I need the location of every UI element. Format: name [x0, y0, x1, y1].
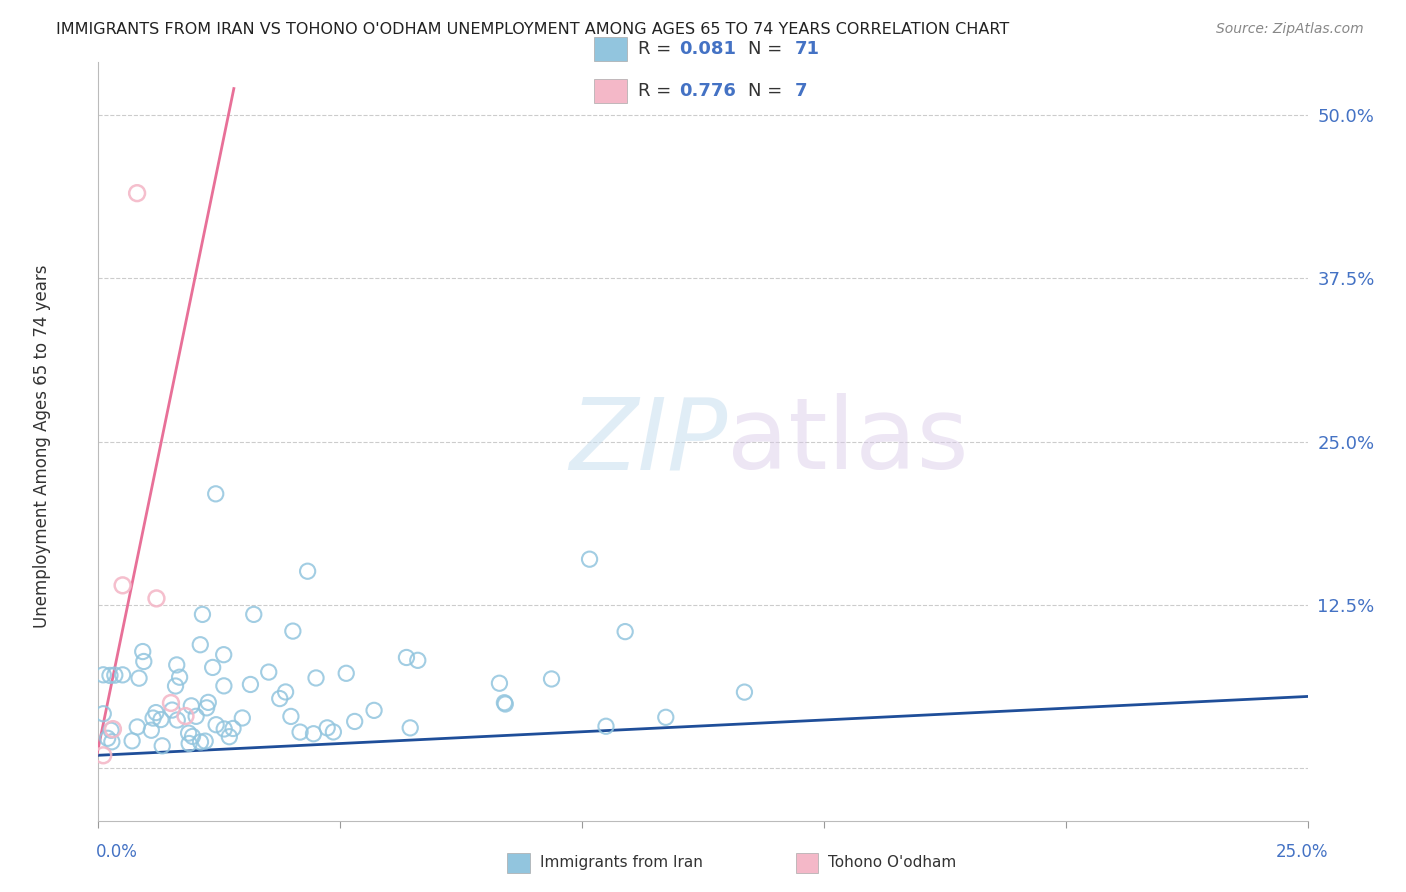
Text: N =: N = [748, 82, 787, 100]
Point [141, 723, 163, 738]
Text: Unemployment Among Ages 65 to 74 years: Unemployment Among Ages 65 to 74 years [34, 264, 51, 628]
Text: 25.0%: 25.0% [1277, 843, 1329, 861]
Point [288, 725, 311, 739]
Point [316, 721, 339, 735]
Point [128, 671, 150, 685]
Point [274, 685, 297, 699]
Bar [595, 79, 627, 103]
Point [184, 709, 207, 723]
Point [149, 713, 172, 727]
Point [201, 660, 224, 674]
Text: Immigrants from Iran: Immigrants from Iran [540, 855, 703, 870]
Point [101, 735, 124, 749]
Point [180, 698, 202, 713]
Point [595, 719, 617, 733]
Point [127, 186, 149, 201]
Point [190, 735, 212, 749]
Text: Tohono O'odham: Tohono O'odham [828, 855, 956, 870]
Point [733, 685, 755, 699]
Point [488, 676, 510, 690]
Point [302, 727, 325, 741]
Point [257, 665, 280, 679]
Point [191, 607, 214, 622]
Point [179, 737, 201, 751]
Point [181, 730, 204, 744]
Point [212, 648, 235, 662]
Point [111, 578, 134, 592]
Point [160, 703, 183, 717]
Bar [796, 854, 818, 873]
Point [145, 706, 167, 720]
Point [97, 731, 120, 746]
Point [127, 720, 149, 734]
Point [132, 644, 155, 658]
Text: R =: R = [638, 40, 678, 58]
Point [121, 734, 143, 748]
Point [395, 650, 418, 665]
Point [177, 726, 200, 740]
Point [205, 717, 228, 731]
Point [142, 711, 165, 725]
Point [188, 638, 211, 652]
Point [91, 748, 114, 763]
Point [194, 734, 217, 748]
Point [174, 709, 197, 723]
Text: 0.081: 0.081 [679, 40, 737, 58]
Text: atlas: atlas [727, 393, 969, 490]
Point [166, 657, 188, 672]
Point [655, 710, 678, 724]
Point [145, 591, 167, 606]
Text: IMMIGRANTS FROM IRAN VS TOHONO O'ODHAM UNEMPLOYMENT AMONG AGES 65 TO 74 YEARS CO: IMMIGRANTS FROM IRAN VS TOHONO O'ODHAM U… [56, 22, 1010, 37]
Point [212, 722, 235, 736]
Point [297, 564, 319, 578]
Text: N =: N = [748, 40, 787, 58]
Point [166, 713, 188, 727]
Point [195, 701, 218, 715]
Point [494, 697, 516, 711]
Bar [595, 37, 627, 61]
Point [322, 725, 344, 739]
Point [343, 714, 366, 729]
Text: Source: ZipAtlas.com: Source: ZipAtlas.com [1216, 22, 1364, 37]
Point [231, 711, 253, 725]
Text: ZIP: ZIP [569, 393, 727, 490]
Point [540, 672, 562, 686]
Text: 0.776: 0.776 [679, 82, 737, 100]
Point [100, 723, 122, 738]
Point [280, 709, 302, 723]
Text: 0.0%: 0.0% [96, 843, 138, 861]
Point [104, 668, 127, 682]
Point [269, 691, 291, 706]
Point [165, 679, 187, 693]
Point [281, 624, 304, 639]
Point [335, 666, 357, 681]
Point [132, 655, 155, 669]
Point [197, 695, 219, 709]
Point [363, 703, 385, 717]
Point [169, 670, 191, 684]
Point [305, 671, 328, 685]
Text: 71: 71 [794, 40, 820, 58]
Text: 7: 7 [794, 82, 807, 100]
Point [98, 668, 121, 682]
Point [242, 607, 264, 622]
Point [218, 730, 240, 744]
Point [614, 624, 637, 639]
Point [212, 679, 235, 693]
Point [406, 653, 429, 667]
Point [91, 706, 114, 721]
Point [578, 552, 600, 566]
Text: R =: R = [638, 82, 678, 100]
Point [239, 677, 262, 691]
Point [150, 739, 173, 753]
Point [91, 668, 114, 682]
Point [399, 721, 422, 735]
Point [160, 696, 183, 710]
Point [494, 696, 516, 710]
Point [111, 668, 134, 682]
Point [204, 487, 226, 501]
Point [101, 722, 124, 736]
Point [222, 722, 245, 736]
Bar [508, 854, 530, 873]
